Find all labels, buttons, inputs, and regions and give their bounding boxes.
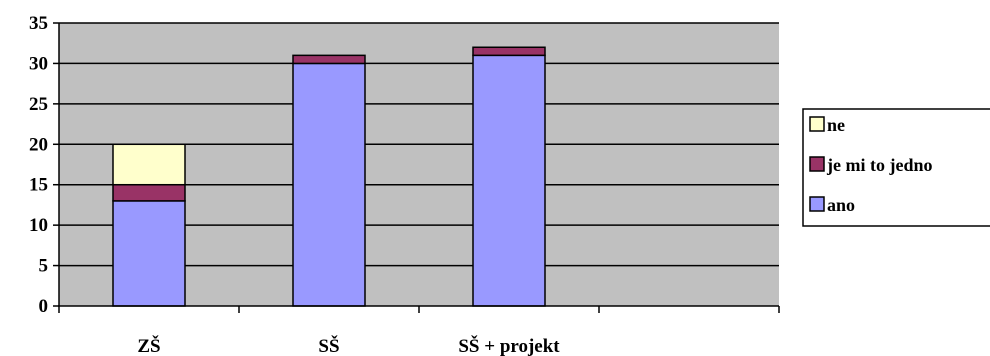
x-category-label: ZŠ bbox=[137, 335, 160, 356]
bar-segment bbox=[112, 143, 186, 186]
y-tick-label: 20 bbox=[29, 134, 48, 155]
axes bbox=[53, 22, 780, 313]
y-tick-label: 0 bbox=[39, 296, 49, 317]
legend-swatch bbox=[809, 156, 825, 172]
bar-segment bbox=[292, 54, 366, 65]
bar-segment bbox=[472, 54, 546, 307]
y-axis-tick-labels: 0 5 10 15 20 25 30 35 bbox=[29, 13, 48, 317]
y-tick-label: 35 bbox=[29, 13, 48, 34]
legend-box bbox=[802, 108, 990, 227]
legend-label: je mi to jedno bbox=[826, 155, 932, 175]
bar-segment bbox=[472, 46, 546, 57]
bar-segment bbox=[112, 200, 186, 307]
legend-label: ne bbox=[827, 115, 845, 135]
legend-label: ano bbox=[827, 195, 855, 215]
y-tick-label: 5 bbox=[39, 256, 49, 277]
bar-segment bbox=[112, 183, 186, 202]
bar-segment bbox=[292, 62, 366, 307]
x-category-label: SŠ bbox=[318, 335, 339, 356]
x-category-label: SŠ + projekt bbox=[458, 335, 560, 356]
legend-swatch bbox=[809, 116, 825, 132]
legend: ne je mi to jedno ano bbox=[802, 108, 990, 227]
y-tick-label: 10 bbox=[29, 215, 48, 236]
x-axis-category-labels: ZŠ SŠ SŠ + projekt bbox=[137, 335, 560, 356]
y-tick-label: 25 bbox=[29, 94, 48, 115]
y-tick-label: 15 bbox=[29, 175, 48, 196]
bars bbox=[112, 46, 546, 307]
y-tick-label: 30 bbox=[29, 53, 48, 74]
legend-swatch bbox=[809, 196, 825, 212]
